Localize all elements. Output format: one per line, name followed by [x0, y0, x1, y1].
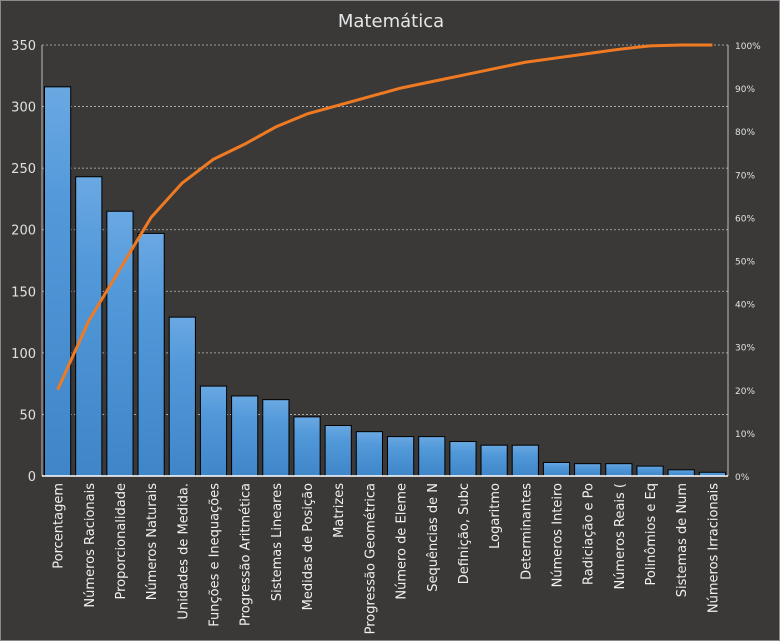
x-tick-label: Porcentagem: [52, 483, 67, 569]
x-tick-label: Números Irracionais: [706, 483, 721, 613]
bar: [418, 436, 446, 477]
x-tick-label: Proporcionalidade: [114, 483, 129, 600]
bar: [231, 395, 259, 477]
x-tick-label: Determinantes: [519, 483, 534, 580]
x-tick-label: Radiciação e Po: [582, 483, 597, 585]
x-tick-label: Sequências de N: [426, 483, 441, 592]
x-tick-label: Números Inteiro: [551, 483, 566, 587]
x-tick-label: Números Racionais: [83, 483, 98, 608]
x-tick-label: Progressão Aritmética: [239, 483, 254, 626]
y2-tick-label: 70%: [735, 171, 755, 181]
y2-tick-label: 0%: [735, 473, 750, 483]
y-tick-label: 250: [11, 162, 36, 177]
bar: [43, 86, 72, 477]
x-tick-label: Progressão Geométrica: [363, 483, 378, 634]
y-tick-label: 150: [11, 285, 36, 300]
y2-tick-label: 40%: [735, 301, 755, 311]
x-tick-label: Definição, Subc: [457, 483, 472, 584]
x-tick-label: Polinômios e Eq: [644, 483, 659, 585]
y-tick-label: 50: [19, 408, 36, 423]
bar: [199, 385, 228, 477]
bar: [106, 210, 134, 477]
bar: [324, 425, 352, 477]
y2-tick-label: 20%: [735, 387, 755, 397]
bar: [449, 441, 477, 477]
y-tick-label: 100: [11, 347, 36, 362]
bar: [511, 444, 539, 477]
bar: [386, 436, 415, 477]
chart-title: Matemática: [338, 11, 444, 32]
y2-tick-label: 80%: [735, 128, 755, 138]
cumulative-line: [56, 43, 713, 391]
bar: [667, 469, 695, 477]
x-tick-label: Número de Eleme: [395, 483, 410, 600]
y2-tick-label: 90%: [735, 85, 755, 95]
bar: [355, 431, 384, 477]
x-tick-label: Logaritmo: [488, 483, 503, 549]
x-tick-label: Medidas de Posição: [301, 483, 316, 610]
bar: [168, 316, 196, 477]
bar: [137, 232, 165, 477]
y2-tick-label: 10%: [735, 430, 755, 440]
y-tick-label: 300: [11, 101, 36, 116]
y2-tick-label: 60%: [735, 214, 755, 224]
y2-tick-label: 30%: [735, 344, 755, 354]
y-tick-label: 0: [28, 470, 36, 485]
x-tick-label: Matrizes: [332, 483, 347, 538]
bar: [636, 465, 664, 477]
bar: [75, 176, 103, 477]
bar: [574, 463, 602, 477]
x-tick-label: Sistemas de Num: [675, 483, 690, 597]
x-tick-label: Números Naturais: [145, 483, 160, 600]
y-tick-label: 200: [11, 224, 36, 239]
x-tick-label: Funções e Inequações: [208, 483, 223, 627]
y-tick-label: 350: [11, 39, 36, 54]
bar: [542, 461, 571, 477]
bar: [262, 399, 290, 477]
y2-tick-label: 100%: [735, 42, 761, 52]
bar: [480, 444, 508, 477]
bar: [293, 416, 321, 477]
x-tick-label: Unidades de Medida.: [176, 483, 191, 620]
x-tick-label: Sistemas Lineares: [270, 483, 285, 601]
bar: [605, 463, 633, 477]
y2-tick-label: 50%: [735, 258, 755, 268]
x-tick-label: Números Reais (: [613, 483, 628, 590]
